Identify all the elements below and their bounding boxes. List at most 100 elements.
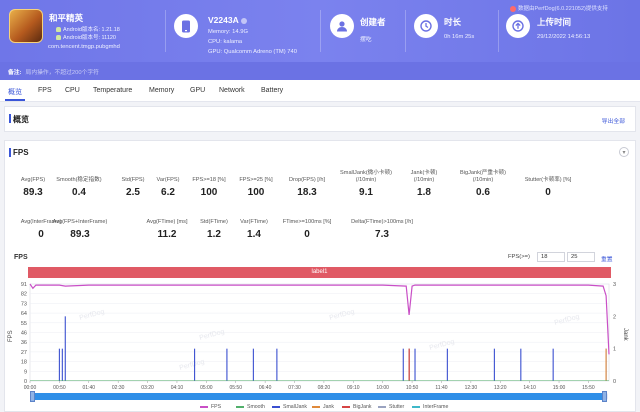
upload-icon — [506, 14, 530, 38]
stat-fps-ge-18: FPS>=18 [%] 100 — [192, 177, 226, 198]
y-tick-label: 18 — [21, 360, 27, 366]
legend-swatch — [200, 406, 208, 408]
device-memory: Memory: 14.9G — [208, 29, 248, 35]
legend-label: FPS — [211, 404, 222, 410]
stat-avg-fps-interframe: Avg(FPS+InterFrame) 89.3 — [52, 219, 108, 240]
legend-item-fps[interactable]: FPS — [200, 404, 221, 410]
legend-label: Jank — [323, 404, 334, 410]
android-icon — [56, 27, 61, 33]
stat-big-jank: BigJank(严重卡顿) (/10min) 0.6 — [459, 170, 506, 198]
legend-item-smooth[interactable]: Smooth — [236, 404, 265, 410]
report-header: 和平精英 Android版本名: 1.21.18 Android版本号: 111… — [0, 0, 640, 62]
tab-network[interactable]: Network — [219, 87, 245, 94]
upload-title: 上传时间 — [537, 17, 572, 27]
legend-item-jank[interactable]: Jank — [312, 404, 334, 410]
legend-item-smalljank[interactable]: SmallJank — [272, 404, 307, 410]
label-band[interactable]: label1 — [28, 267, 611, 278]
stat-var-ftime: Var(FTime) 1.4 — [240, 219, 268, 240]
device-gpu: GPU: Qualcomm Adreno (TM) 740 — [208, 49, 297, 55]
legend-swatch — [272, 406, 280, 408]
y-axis-label: FPS — [8, 330, 14, 342]
creator-title: 创建者 — [360, 17, 386, 27]
x-tick-label: 15:00 — [553, 385, 566, 391]
stat-avg-fps: Avg(FPS) 89.3 — [20, 177, 46, 198]
stat-small-jank: SmallJank(微小卡顿) (/10min) 9.1 — [340, 170, 392, 198]
tab-gpu[interactable]: GPU — [190, 87, 206, 94]
legend-label: InterFrame — [423, 404, 449, 410]
x-tick-label: 10:00 — [376, 385, 389, 391]
tab-overview[interactable]: 概览 — [8, 89, 22, 96]
device-model: V2243A — [208, 15, 247, 25]
section-marker — [9, 148, 11, 157]
range-slider-right-handle[interactable] — [602, 391, 607, 402]
active-tab-indicator — [5, 99, 25, 101]
x-tick-label: 15:50 — [582, 385, 595, 391]
fps-lines — [29, 283, 610, 381]
y2-tick-label: 3 — [613, 282, 616, 288]
x-tick-label: 02:30 — [112, 385, 125, 391]
x-tick-label: 00:00 — [24, 385, 37, 391]
y2-tick-label: 2 — [613, 314, 616, 320]
note-bar: 备注: 局内操作，不超过200个字符 — [0, 62, 640, 80]
y-tick-label: 9 — [24, 369, 27, 375]
tab-temperature[interactable]: Temperature — [93, 87, 133, 94]
perfdog-logo-icon — [510, 5, 516, 12]
duration-value: 0h 16m 25s — [444, 34, 475, 40]
fps-section-title: FPS — [13, 148, 29, 157]
collapse-chevron-icon[interactable]: ▾ — [619, 147, 629, 157]
legend-swatch — [378, 406, 386, 408]
stat-smooth: Smooth(稳定指数) 0.4 — [56, 177, 102, 198]
fps-threshold-input-a[interactable]: 18 — [537, 252, 565, 262]
stat-stutter: Stutter(卡顿率) [%] 0 — [524, 177, 572, 198]
legend-item-bigjank[interactable]: BigJank — [342, 404, 371, 410]
tab-bar: 概览 FPS CPU Temperature Memory GPU Networ… — [0, 80, 640, 102]
fps-chart[interactable]: PerfDogPerfDogPerfDogPerfDogPerfDogPerfD… — [0, 280, 640, 392]
stat-avg-interframe: Avg(InterFrame) 0 — [20, 219, 62, 240]
section-marker — [9, 114, 11, 123]
tab-cpu[interactable]: CPU — [65, 87, 80, 94]
device-cpu: CPU: kalama — [208, 39, 243, 45]
stat-var-fps: Var(FPS) 6.2 — [156, 177, 180, 198]
y-tick-label: 46 — [21, 331, 27, 337]
stat-std-fps: Std(FPS) 2.5 — [121, 177, 145, 198]
legend-label: Stutter — [389, 404, 405, 410]
export-all-link[interactable]: 导出全部 — [601, 119, 625, 125]
legend-swatch — [236, 406, 244, 408]
x-tick-label: 03:20 — [141, 385, 154, 391]
legend-item-stutter[interactable]: Stutter — [378, 404, 404, 410]
y2-axis-label: Jank — [622, 328, 628, 342]
app-package: com.tencent.tmgp.pubgmhd — [48, 44, 120, 50]
fps-threshold-input-b[interactable]: 25 — [567, 252, 595, 262]
legend-item-interframe[interactable]: InterFrame — [412, 404, 448, 410]
y-axis-ticks: 91 82 73 64 55 46 36 27 18 9 0 — [21, 282, 27, 385]
x-tick-label: 08:20 — [318, 385, 331, 391]
stat-std-ftime: Std(FTime) 1.2 — [200, 219, 228, 240]
legend-label: SmallJank — [283, 404, 307, 410]
x-tick-label: 01:40 — [83, 385, 96, 391]
fps-threshold-label: FPS(>=) — [508, 254, 530, 260]
info-icon[interactable] — [240, 17, 247, 24]
divider — [165, 10, 166, 52]
range-slider-left-handle[interactable] — [30, 391, 35, 402]
note-label: 备注: — [8, 70, 22, 76]
android-version-name: Android版本名: 1.21.18 — [56, 25, 120, 33]
jank-bars — [58, 316, 607, 381]
phone-icon — [174, 14, 198, 38]
android-version-code: Android版本号: 11120 — [56, 33, 116, 41]
legend-label: Smooth — [247, 404, 265, 410]
note-value[interactable]: 局内操作，不超过200个字符 — [25, 70, 99, 76]
perfdog-credit[interactable]: 数据由PerfDog(6.0.221052)提供支持 — [510, 4, 608, 12]
y-tick-label: 73 — [21, 301, 27, 307]
tab-memory[interactable]: Memory — [149, 87, 175, 94]
app-icon — [9, 9, 43, 43]
y-tick-label: 64 — [21, 311, 27, 317]
divider — [320, 10, 321, 52]
tab-battery[interactable]: Battery — [261, 87, 284, 94]
tab-fps[interactable]: FPS — [38, 87, 52, 94]
overview-card: 概览 导出全部 — [4, 106, 636, 132]
reset-link[interactable]: 重置 — [601, 257, 613, 263]
x-tick-label: 12:30 — [465, 385, 478, 391]
stat-jank: Jank(卡顿) (/10min) 1.8 — [410, 170, 438, 198]
range-slider-window[interactable] — [34, 393, 602, 400]
y-tick-label: 91 — [21, 282, 27, 288]
